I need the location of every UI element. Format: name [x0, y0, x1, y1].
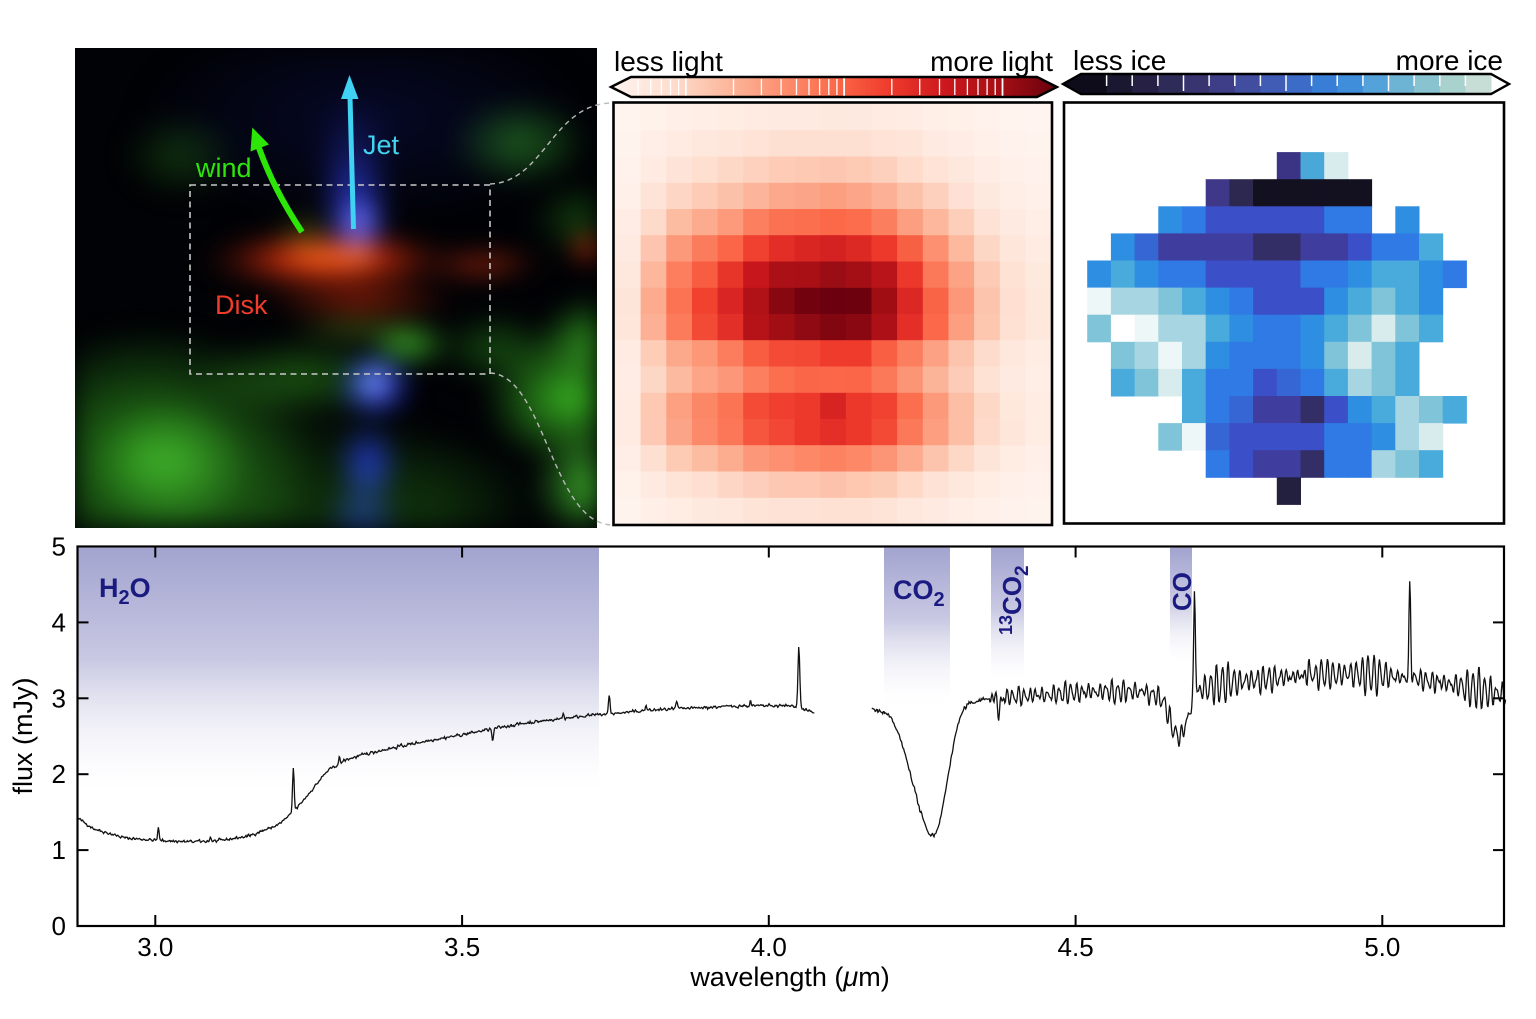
svg-text:0: 0: [52, 911, 66, 941]
svg-text:wavelength (μm): wavelength (μm): [689, 962, 889, 992]
svg-text:13CO2: 13CO2: [996, 565, 1033, 635]
svg-text:5.0: 5.0: [1364, 932, 1400, 962]
svg-text:wind: wind: [195, 153, 252, 183]
svg-text:4.5: 4.5: [1058, 932, 1094, 962]
svg-text:more light: more light: [930, 46, 1053, 77]
svg-text:3.0: 3.0: [137, 932, 173, 962]
svg-text:4: 4: [52, 607, 66, 637]
svg-text:2: 2: [52, 759, 66, 789]
svg-text:more ice: more ice: [1396, 45, 1503, 76]
svg-text:CO: CO: [1167, 572, 1197, 611]
svg-text:3.5: 3.5: [444, 932, 480, 962]
svg-text:less light: less light: [614, 46, 723, 77]
svg-text:1: 1: [52, 835, 66, 865]
svg-text:Disk: Disk: [215, 290, 268, 320]
svg-text:5: 5: [52, 532, 66, 562]
svg-text:less ice: less ice: [1073, 45, 1166, 76]
svg-text:4.0: 4.0: [751, 932, 787, 962]
svg-text:flux (mJy): flux (mJy): [8, 678, 38, 795]
svg-text:3: 3: [52, 683, 66, 713]
svg-text:Jet: Jet: [363, 130, 400, 160]
